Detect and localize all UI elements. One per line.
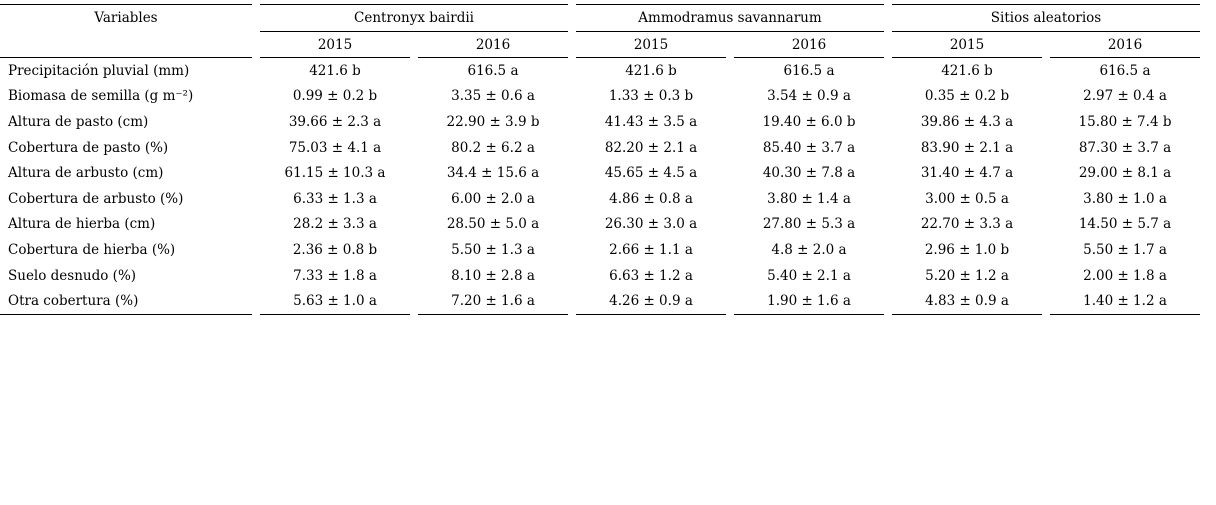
value-cell: 616.5 a [783,62,835,79]
value-cell: 6.63 ± 1.2 a [609,267,693,284]
variable-label: Altura de pasto (cm) [8,113,149,130]
value-cell: 4.86 ± 0.8 a [609,190,693,207]
value-cell: 26.30 ± 3.0 a [604,216,698,233]
variable-label: Altura de hierba (cm) [8,216,156,233]
table-row: Cobertura de pasto (%) 75.03 ± 4.1 a 80.2 … [0,135,1200,161]
variable-label: Altura de arbusto (cm) [8,165,164,182]
value-cell: 40.30 ± 7.8 a [762,165,856,182]
value-cell: 0.99 ± 0.2 b [292,88,378,105]
table-row: Cobertura de hierba (%) 2.36 ± 0.8 b 5.50 … [0,237,1200,263]
table-row: Biomasa de semilla (g m⁻²) 0.99 ± 0.2 b 3.… [0,84,1200,110]
value-cell: 83.90 ± 2.1 a [920,139,1014,156]
value-cell: 19.40 ± 6.0 b [762,113,856,130]
value-cell: 3.80 ± 1.0 a [1083,190,1167,207]
value-cell: 39.86 ± 4.3 a [920,113,1014,130]
value-cell: 15.80 ± 7.4 b [1078,113,1172,130]
variables-table: Variables Centronyx bairdii Ammodramus s… [0,4,1208,315]
year-header-row: 2015 2016 2015 2016 2015 2016 [0,32,1200,58]
value-cell: 22.70 ± 3.3 a [920,216,1014,233]
year-header: 2016 [1050,32,1200,58]
year-header: 2015 [892,32,1042,58]
value-cell: 61.15 ± 10.3 a [284,165,386,182]
value-cell: 2.00 ± 1.8 a [1083,267,1167,284]
value-cell: 2.36 ± 0.8 b [292,241,378,258]
value-cell: 27.80 ± 5.3 a [762,216,856,233]
value-cell: 29.00 ± 8.1 a [1078,165,1172,182]
group-header-ammodramus-savannarum: Ammodramus savannarum [576,4,884,32]
table-header: Variables Centronyx bairdii Ammodramus s… [0,4,1200,58]
value-cell: 82.20 ± 2.1 a [604,139,698,156]
value-cell: 75.03 ± 4.1 a [288,139,382,156]
value-cell: 3.54 ± 0.9 a [767,88,851,105]
value-cell: 5.50 ± 1.3 a [451,241,535,258]
value-cell: 34.4 ± 15.6 a [446,165,540,182]
value-cell: 3.00 ± 0.5 a [925,190,1009,207]
value-cell: 7.33 ± 1.8 a [293,267,377,284]
value-cell: 6.00 ± 2.0 a [451,190,535,207]
value-cell: 4.83 ± 0.9 a [892,288,1042,315]
table-body: Precipitación pluvial (mm) 421.6 b 616.5 a… [0,58,1200,315]
value-cell: 22.90 ± 3.9 b [446,113,540,130]
value-cell: 421.6 b [941,62,993,79]
value-cell: 2.96 ± 1.0 b [924,241,1010,258]
variable-label: Cobertura de hierba (%) [8,241,176,258]
value-cell: 5.63 ± 1.0 a [260,288,410,315]
table-row: Suelo desnudo (%) 7.33 ± 1.8 a 8.10 ± 2.8 … [0,263,1200,289]
value-cell: 3.80 ± 1.4 a [767,190,851,207]
table-row: Altura de hierba (cm) 28.2 ± 3.3 a 28.50 ±… [0,212,1200,238]
value-cell: 1.90 ± 1.6 a [734,288,884,315]
variable-label: Cobertura de pasto (%) [8,139,169,156]
value-cell: 28.2 ± 3.3 a [293,216,377,233]
value-cell: 616.5 a [467,62,519,79]
value-cell: 1.33 ± 0.3 b [608,88,694,105]
variable-label: Otra cobertura (%) [0,288,252,315]
value-cell: 0.35 ± 0.2 b [924,88,1010,105]
value-cell: 4.8 ± 2.0 a [771,241,847,258]
value-cell: 45.65 ± 4.5 a [604,165,698,182]
value-cell: 421.6 b [309,62,361,79]
value-cell: 87.30 ± 3.7 a [1078,139,1172,156]
group-header-row: Variables Centronyx bairdii Ammodramus s… [0,4,1200,58]
table-row: Cobertura de arbusto (%) 6.33 ± 1.3 a 6.00… [0,186,1200,212]
variable-label: Biomasa de semilla (g m⁻²) [8,88,194,105]
year-header: 2015 [260,32,410,58]
year-header: 2015 [576,32,726,58]
value-cell: 31.40 ± 4.7 a [920,165,1014,182]
value-cell: 28.50 ± 5.0 a [446,216,540,233]
group-header-sitios-aleatorios: Sitios aleatorios [892,4,1200,32]
year-header: 2016 [418,32,568,58]
value-cell: 7.20 ± 1.6 a [418,288,568,315]
table-row: Altura de pasto (cm) 39.66 ± 2.3 a 22.90 ±… [0,109,1200,135]
table-row: Precipitación pluvial (mm) 421.6 b 616.5 a… [0,58,1200,84]
variable-label: Cobertura de arbusto (%) [8,190,184,207]
value-cell: 39.66 ± 2.3 a [288,113,382,130]
value-cell: 616.5 a [1099,62,1151,79]
value-cell: 5.50 ± 1.7 a [1083,241,1167,258]
variable-label: Precipitación pluvial (mm) [8,62,190,79]
value-cell: 4.26 ± 0.9 a [576,288,726,315]
value-cell: 6.33 ± 1.3 a [293,190,377,207]
variables-column-header: Variables [0,4,252,58]
value-cell: 2.66 ± 1.1 a [609,241,693,258]
value-cell: 14.50 ± 5.7 a [1078,216,1172,233]
value-cell: 1.40 ± 1.2 a [1050,288,1200,315]
year-header: 2016 [734,32,884,58]
value-cell: 85.40 ± 3.7 a [762,139,856,156]
table-row: Altura de arbusto (cm) 61.15 ± 10.3 a 34.4… [0,160,1200,186]
value-cell: 2.97 ± 0.4 a [1083,88,1167,105]
value-cell: 421.6 b [625,62,677,79]
value-cell: 80.2 ± 6.2 a [451,139,535,156]
value-cell: 3.35 ± 0.6 a [451,88,535,105]
value-cell: 5.20 ± 1.2 a [925,267,1009,284]
value-cell: 41.43 ± 3.5 a [604,113,698,130]
value-cell: 5.40 ± 2.1 a [767,267,851,284]
variable-label: Suelo desnudo (%) [8,267,137,284]
value-cell: 8.10 ± 2.8 a [451,267,535,284]
table-row: Otra cobertura (%) 5.63 ± 1.0 a 7.20 ± 1.6… [0,288,1200,315]
group-header-centronyx-bairdii: Centronyx bairdii [260,4,568,32]
